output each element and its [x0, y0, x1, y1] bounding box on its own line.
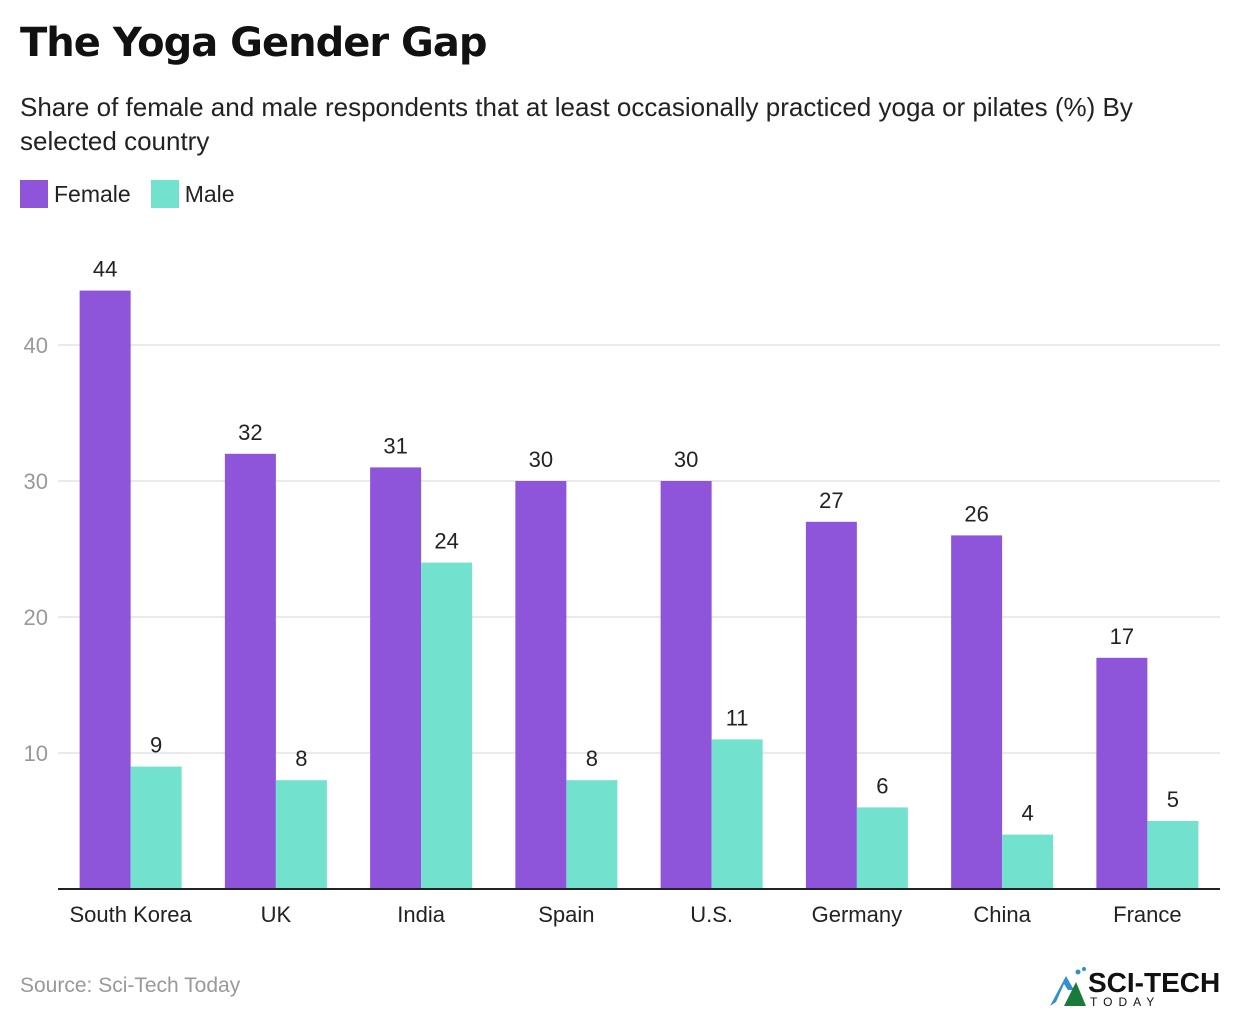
x-tick-label: India	[397, 902, 445, 927]
bar-female	[1096, 657, 1148, 889]
bar-female	[79, 290, 131, 890]
x-tick-label: South Korea	[69, 902, 192, 927]
data-label: 30	[529, 447, 553, 472]
data-label: 27	[819, 488, 843, 513]
data-label: 26	[964, 501, 988, 526]
data-label: 30	[674, 447, 698, 472]
legend-item-female: Female	[20, 180, 131, 208]
legend-swatch-female	[20, 180, 48, 208]
legend-item-male: Male	[150, 180, 235, 208]
x-tick-label: Germany	[812, 902, 902, 927]
bar-male	[130, 766, 182, 889]
data-label: 24	[434, 529, 458, 554]
data-label: 9	[150, 733, 162, 758]
y-tick-label: 30	[24, 469, 48, 494]
bar-female	[224, 453, 276, 889]
bar-male	[1147, 821, 1199, 889]
bar-male	[711, 739, 763, 889]
bar-male	[421, 562, 473, 889]
data-label: 8	[295, 746, 307, 771]
data-label: 4	[1022, 801, 1034, 826]
data-label: 5	[1167, 787, 1179, 812]
legend-label-male: Male	[184, 180, 235, 207]
data-label: 17	[1110, 624, 1134, 649]
y-tick-label: 20	[24, 605, 48, 630]
bar-male	[1002, 834, 1054, 889]
bar-female	[951, 535, 1003, 889]
legend-label-female: Female	[54, 180, 131, 207]
data-label: 8	[586, 746, 598, 771]
bar-male	[566, 780, 618, 889]
x-tick-label: UK	[261, 902, 292, 927]
chart-title: The Yoga Gender Gap	[20, 20, 487, 66]
data-label: 6	[876, 773, 888, 798]
data-label: 11	[726, 705, 749, 730]
x-tick-label: U.S.	[690, 902, 733, 927]
source-note: Source: Sci-Tech Today	[20, 974, 241, 997]
legend-swatch-male	[150, 180, 179, 208]
data-label: 31	[383, 433, 407, 458]
data-label: 44	[93, 257, 117, 282]
bar-female	[370, 467, 422, 889]
x-tick-label: France	[1113, 902, 1181, 927]
logo-main-text: SCI-TECH	[1088, 967, 1220, 998]
sci-tech-logo: SCI-TECH TODAY	[1050, 967, 1220, 1009]
y-tick-label: 40	[24, 333, 48, 358]
x-tick-label: Spain	[538, 902, 594, 927]
bar-female	[660, 481, 712, 889]
data-label: 32	[238, 420, 262, 445]
bar-female	[515, 481, 567, 889]
x-tick-label: China	[973, 902, 1031, 927]
bar-female	[805, 521, 857, 889]
bar-male	[856, 807, 908, 889]
logo-sub-text: TODAY	[1090, 995, 1160, 1009]
y-tick-label: 10	[24, 741, 48, 766]
chart-subtitle: Share of female and male respondents tha…	[20, 92, 1133, 156]
bar-male	[275, 780, 327, 889]
legend: Female Male	[20, 180, 235, 208]
